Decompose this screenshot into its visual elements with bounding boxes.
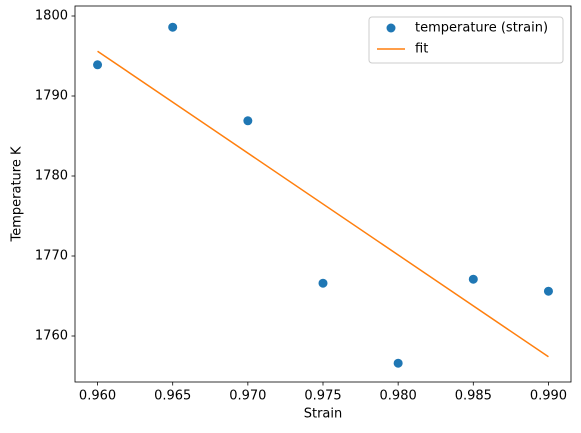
fit-line: [97, 50, 549, 358]
point: [543, 286, 553, 296]
plot-frame: [74, 5, 572, 383]
y-axis-label: Temperature K: [10, 146, 25, 242]
point: [393, 358, 403, 368]
legend-box: [368, 16, 564, 64]
y-tick-label: 1790: [35, 89, 68, 104]
x-tick-label: 0.970: [229, 389, 266, 404]
x-tick-label: 0.965: [154, 389, 191, 404]
y-tick-label: 1770: [35, 249, 68, 264]
legend-label: fit: [415, 42, 428, 57]
legend-label: temperature (strain): [415, 21, 548, 36]
point: [243, 116, 253, 126]
x-tick-label: 0.990: [530, 389, 567, 404]
point: [168, 22, 178, 32]
legend-marker: [386, 23, 396, 33]
point: [468, 274, 478, 284]
point: [93, 60, 103, 70]
y-tick-label: 1780: [35, 169, 68, 184]
x-tick-label: 0.975: [304, 389, 341, 404]
point: [318, 278, 328, 288]
y-tick-label: 1800: [35, 9, 68, 24]
x-tick-label: 0.960: [79, 389, 116, 404]
x-axis-label: Strain: [304, 407, 343, 422]
x-tick-label: 0.985: [455, 389, 492, 404]
x-tick-label: 0.980: [380, 389, 417, 404]
y-tick-label: 1760: [35, 329, 68, 344]
